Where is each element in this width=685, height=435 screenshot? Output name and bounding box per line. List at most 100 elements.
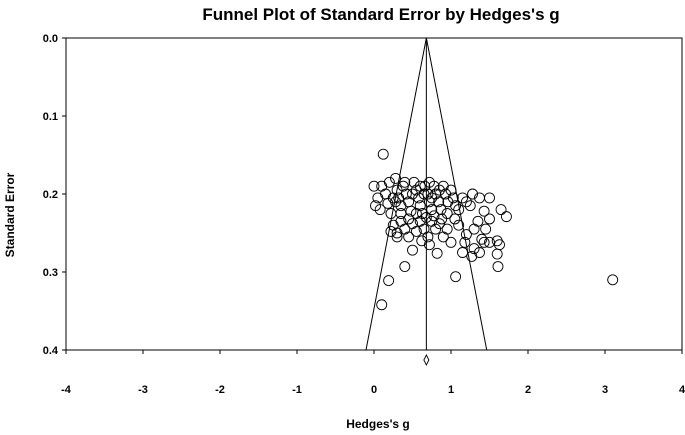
study-point	[426, 204, 438, 216]
study-point	[423, 239, 435, 251]
study-point	[500, 211, 512, 223]
study-point	[374, 204, 386, 216]
study-point	[472, 215, 484, 227]
study-point	[383, 275, 395, 287]
study-point	[464, 200, 476, 212]
study-point	[434, 184, 445, 196]
study-point	[607, 274, 619, 286]
study-point	[460, 229, 472, 241]
study-point	[441, 223, 453, 235]
study-point	[468, 243, 480, 255]
study-point	[484, 213, 495, 225]
study-point	[385, 225, 397, 237]
study-point	[395, 208, 407, 219]
study-point	[484, 236, 495, 248]
study-point	[436, 213, 448, 225]
chart-title: Funnel Plot of Standard Error by Hedges'…	[202, 5, 559, 24]
study-point	[460, 196, 472, 208]
study-point	[445, 184, 457, 196]
study-point	[380, 188, 391, 200]
study-point	[476, 233, 488, 245]
study-point	[492, 261, 504, 272]
study-point	[385, 208, 397, 219]
study-point	[390, 196, 402, 208]
study-point	[410, 225, 422, 237]
x-axis-ticks: -4 -3 -2 -1 0 1 2 3 4	[61, 350, 685, 396]
study-point	[422, 231, 434, 243]
study-point	[494, 239, 505, 251]
funnel-lines	[365, 37, 488, 351]
x-tick-label: 1	[448, 384, 454, 396]
study-point	[433, 196, 445, 208]
study-point	[410, 208, 422, 219]
x-tick-label: -1	[292, 384, 302, 396]
study-point	[457, 247, 468, 258]
study-point	[466, 250, 478, 262]
y-axis-label: Standard Error	[3, 172, 17, 257]
study-point	[445, 236, 457, 248]
plot-frame	[65, 37, 683, 351]
study-point	[423, 176, 435, 188]
study-point	[430, 223, 442, 235]
study-point	[403, 231, 415, 243]
x-tick-label: 3	[602, 384, 608, 396]
study-point	[400, 188, 412, 200]
study-point	[467, 188, 479, 200]
study-point	[391, 231, 403, 243]
study-point	[495, 204, 507, 216]
x-tick-label: -4	[61, 384, 72, 396]
study-point	[407, 188, 418, 200]
study-point	[422, 188, 434, 200]
study-point	[376, 180, 388, 192]
study-point	[491, 248, 503, 260]
study-point	[480, 223, 492, 235]
x-tick-label: -2	[215, 384, 225, 396]
study-point	[457, 192, 468, 204]
y-tick-label: 0.4	[43, 345, 59, 357]
y-tick-label: 0.2	[43, 189, 58, 201]
study-point	[390, 172, 402, 184]
study-point	[450, 200, 462, 212]
x-tick-label: -3	[138, 384, 148, 396]
study-point	[376, 299, 388, 311]
study-point	[478, 205, 490, 217]
study-point	[431, 247, 443, 259]
study-point	[399, 261, 411, 272]
y-tick-label: 0.0	[43, 33, 58, 45]
study-point	[383, 176, 395, 188]
x-axis-label: Hedges's g	[346, 417, 410, 431]
study-point	[407, 244, 418, 256]
study-point	[428, 210, 440, 222]
study-point	[459, 236, 471, 248]
study-point	[474, 192, 485, 204]
study-point	[453, 204, 465, 216]
study-point	[405, 205, 417, 217]
x-tick-label: 2	[525, 384, 531, 396]
study-point	[447, 192, 459, 204]
x-tick-label: 4	[679, 384, 685, 396]
study-point	[450, 271, 462, 283]
study-point	[368, 180, 380, 192]
study-point	[420, 211, 432, 223]
study-point	[426, 192, 438, 204]
study-point	[449, 213, 461, 225]
y-tick-label: 0.3	[43, 267, 58, 279]
summary-effect-marker	[423, 353, 430, 367]
y-tick-label: 0.1	[43, 111, 58, 123]
study-point	[435, 204, 447, 216]
summary-diamond	[423, 353, 430, 367]
study-point	[413, 192, 425, 204]
x-tick-label: 0	[371, 384, 377, 396]
study-points	[368, 148, 619, 311]
study-point	[403, 213, 415, 225]
study-point	[453, 219, 465, 231]
study-point	[478, 236, 490, 248]
study-point	[417, 208, 428, 219]
study-point	[408, 176, 420, 188]
study-point	[437, 231, 449, 243]
study-point	[377, 148, 389, 160]
y-axis-ticks: 0.0 0.1 0.2 0.3 0.4	[43, 33, 66, 357]
study-point	[399, 176, 411, 188]
study-point	[484, 192, 495, 204]
